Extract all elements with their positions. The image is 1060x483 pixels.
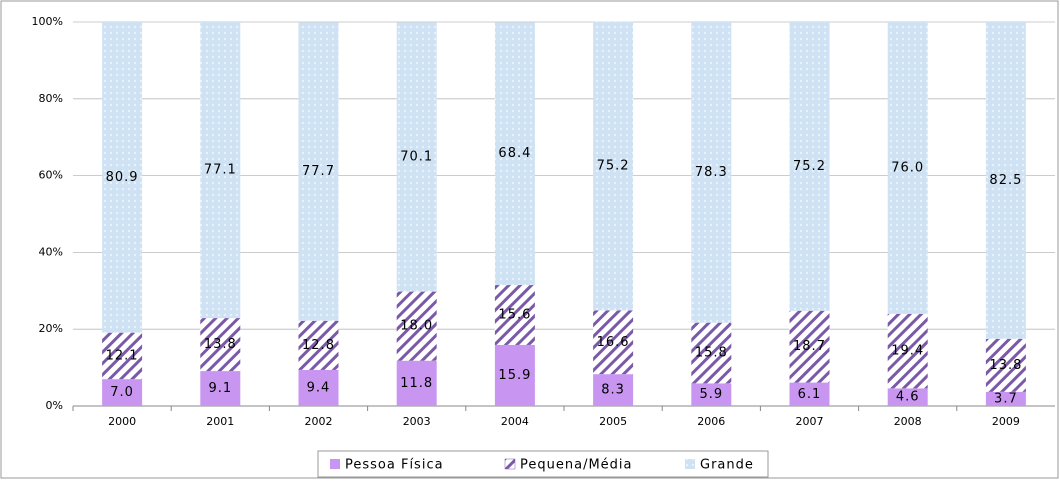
data-label: 15.6	[498, 307, 531, 322]
y-tick-label: 100%	[32, 15, 63, 28]
x-tick-label: 2003	[403, 415, 431, 428]
data-label: 11.8	[400, 376, 433, 391]
data-label: 78.3	[695, 165, 728, 180]
legend-label: Pessoa Física	[345, 458, 444, 473]
bar-segment	[985, 22, 1026, 339]
bar-segment	[593, 310, 634, 375]
bar-segment	[200, 371, 241, 406]
data-label: 80.9	[106, 170, 139, 185]
y-tick-label: 80%	[39, 92, 63, 105]
legend-swatch	[330, 459, 340, 469]
bar-segment	[691, 383, 732, 406]
data-label: 15.9	[498, 368, 531, 383]
data-label: 16.6	[597, 335, 630, 350]
bar-segment	[494, 344, 535, 406]
data-label: 5.9	[699, 387, 723, 402]
x-tick-label: 2000	[108, 415, 136, 428]
bar-segment	[494, 22, 535, 286]
data-label: 19.4	[891, 344, 924, 359]
y-tick-label: 60%	[39, 169, 63, 182]
data-label: 8.3	[601, 383, 625, 398]
bar-segment	[102, 332, 143, 380]
data-label: 18.0	[400, 319, 433, 334]
bar-segment	[396, 291, 437, 361]
bar-segment	[691, 22, 732, 323]
bar-segment	[200, 318, 241, 372]
data-label: 76.0	[891, 160, 924, 175]
y-tick-label: 20%	[39, 322, 63, 335]
bar-segment	[396, 22, 437, 292]
data-label: 15.8	[695, 346, 728, 361]
data-label: 77.7	[302, 164, 335, 179]
x-tick-label: 2002	[305, 415, 333, 428]
bar-segment	[985, 338, 1026, 392]
bar-segment	[887, 22, 928, 314]
bar-segment	[200, 22, 241, 319]
bar-segment	[102, 22, 143, 333]
legend-label: Grande	[700, 458, 754, 473]
y-tick-label: 40%	[39, 245, 63, 258]
data-label: 13.8	[204, 337, 237, 352]
bar-segment	[887, 388, 928, 406]
bar-segment	[691, 322, 732, 384]
x-tick-label: 2005	[599, 415, 627, 428]
x-tick-label: 2007	[796, 415, 824, 428]
data-label: 75.2	[793, 159, 826, 174]
bar-segment	[887, 313, 928, 389]
data-label: 18.7	[793, 339, 826, 354]
data-label: 70.1	[400, 149, 433, 164]
data-label: 6.1	[798, 387, 822, 402]
x-tick-label: 2009	[992, 415, 1020, 428]
bar-segment	[789, 382, 830, 406]
legend-swatch	[685, 459, 695, 469]
legend-label: Pequena/Média	[520, 458, 633, 473]
bar-segment	[985, 391, 1026, 406]
legend-swatch	[504, 458, 516, 470]
data-label: 4.6	[896, 390, 920, 405]
data-label: 12.8	[302, 338, 335, 353]
data-label: 12.1	[106, 348, 139, 363]
bar-segment	[298, 320, 339, 370]
y-tick-label: 0%	[46, 399, 63, 412]
data-label: 3.7	[994, 391, 1018, 406]
bar-segment	[298, 22, 339, 321]
bar-segment	[789, 310, 830, 383]
bar-segment	[593, 21, 634, 311]
bar-segment	[102, 379, 143, 406]
x-tick-label: 2001	[206, 415, 234, 428]
data-label: 68.4	[498, 146, 531, 161]
data-label: 7.0	[110, 385, 134, 400]
data-label: 77.1	[204, 163, 237, 178]
data-label: 13.8	[989, 358, 1022, 373]
x-tick-label: 2004	[501, 415, 529, 428]
bar-segment	[789, 22, 830, 311]
data-label: 9.1	[208, 381, 232, 396]
bar-segment	[494, 285, 535, 345]
bar-segment	[396, 360, 437, 406]
data-label: 75.2	[597, 159, 630, 174]
x-tick-label: 2006	[697, 415, 725, 428]
data-label: 9.4	[307, 380, 331, 395]
x-tick-label: 2008	[894, 415, 922, 428]
data-label: 82.5	[989, 173, 1022, 188]
bar-segment	[593, 374, 634, 406]
bar-segment	[298, 369, 339, 406]
